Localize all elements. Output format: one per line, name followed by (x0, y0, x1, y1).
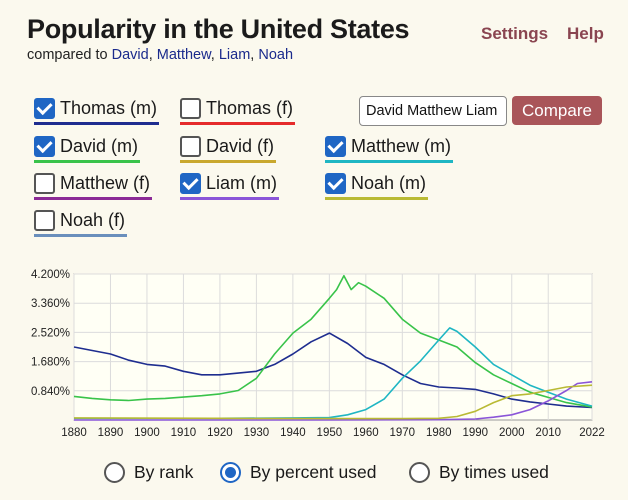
x-tick-label: 2000 (499, 427, 525, 439)
checkbox-box[interactable] (325, 136, 346, 157)
checkbox-box[interactable] (180, 173, 201, 194)
checkbox-noah-f[interactable]: Noah (f) (34, 207, 128, 237)
series-line-thomas-m (73, 332, 593, 409)
checkbox-box[interactable] (34, 173, 55, 194)
radio-button[interactable] (409, 462, 430, 483)
checkbox-liam-m[interactable]: Liam (m) (180, 170, 279, 200)
checkbox-label: David (f) (206, 136, 275, 156)
checkbox-label: Matthew (f) (60, 173, 151, 193)
y-tick-label: 4.200% (31, 269, 70, 281)
page-title: Popularity in the United States (27, 14, 410, 44)
checkbox-label: Noah (f) (60, 210, 126, 230)
view-option-rank[interactable]: By rank (104, 462, 193, 483)
x-tick-label: 1920 (207, 427, 233, 439)
radio-button[interactable] (220, 462, 241, 483)
x-tick-label: 1910 (171, 427, 197, 439)
radio-label: By times used (439, 462, 549, 482)
series-line-noah-m (73, 384, 593, 420)
radio-button[interactable] (104, 462, 125, 483)
x-tick-label: 1930 (244, 427, 270, 439)
x-tick-label: 1980 (426, 427, 452, 439)
view-option-times[interactable]: By times used (409, 462, 549, 483)
x-tick-label: 2022 (579, 427, 605, 439)
x-tick-label: 1950 (317, 427, 343, 439)
settings-link[interactable]: Settings (481, 24, 549, 43)
checkbox-box[interactable] (34, 136, 55, 157)
checkbox-label: Liam (m) (206, 173, 277, 193)
view-option-percent[interactable]: By percent used (220, 462, 376, 483)
names-input[interactable] (359, 96, 507, 126)
checkbox-matthew-f[interactable]: Matthew (f) (34, 170, 153, 200)
checkbox-label: Noah (m) (351, 173, 427, 193)
y-tick-label: 0.840% (31, 386, 70, 398)
compare-button[interactable]: Compare (512, 96, 602, 125)
checkbox-box[interactable] (34, 98, 55, 119)
series-line-david-m (73, 274, 593, 408)
checkbox-label: David (m) (60, 136, 139, 156)
y-tick-label: 1.680% (31, 357, 70, 369)
checkbox-box[interactable] (180, 98, 201, 119)
y-tick-label: 3.360% (31, 298, 70, 310)
plot-background (73, 273, 593, 421)
checkbox-label: Matthew (m) (351, 136, 452, 156)
series-line-liam-m (74, 381, 593, 421)
checkbox-matthew-m[interactable]: Matthew (m) (325, 133, 454, 163)
compared-prefix: compared to (27, 47, 108, 63)
checkbox-noah-m[interactable]: Noah (m) (325, 170, 429, 200)
series-lines (73, 274, 593, 421)
radio-label: By percent used (250, 462, 377, 482)
x-tick-label: 1940 (280, 427, 306, 439)
checkbox-box[interactable] (325, 173, 346, 194)
x-tick-label: 1960 (353, 427, 379, 439)
x-tick-label: 2010 (535, 427, 561, 439)
checkbox-thomas-f[interactable]: Thomas (f) (180, 95, 296, 125)
popularity-chart: 4.200%3.360%2.520%1.680%0.840% 1880 1890 1… (31, 269, 605, 439)
x-tick-label: 1900 (134, 427, 160, 439)
checkbox-thomas-m[interactable]: Thomas (m) (34, 95, 160, 125)
subtitle: compared to David, Matthew, Liam, Noah (27, 47, 294, 63)
compared-name-link[interactable]: Matthew (156, 47, 211, 63)
checkbox-label: Thomas (m) (60, 98, 158, 118)
x-tick-label: 1880 (61, 427, 87, 439)
help-link[interactable]: Help (567, 24, 604, 43)
checkbox-david-f[interactable]: David (f) (180, 133, 277, 163)
grid (73, 273, 593, 420)
compared-name-link[interactable]: Liam (218, 47, 251, 63)
y-tick-label: 2.520% (31, 327, 70, 339)
checkbox-box[interactable] (34, 210, 55, 231)
x-axis: 1880 1890 1900 1910 1920 1930 1940 1950 1960 1970… (61, 427, 605, 439)
checkbox-david-m[interactable]: David (m) (34, 133, 141, 163)
y-axis: 4.200% 3.360% 2.520% 1.680% 0.840% (31, 269, 70, 398)
x-tick-label: 1970 (390, 427, 416, 439)
radio-label: By rank (134, 462, 194, 482)
checkbox-label: Thomas (f) (206, 98, 294, 118)
checkbox-box[interactable] (180, 136, 201, 157)
compared-name-link[interactable]: Noah (258, 47, 294, 63)
x-tick-label: 1990 (462, 427, 488, 439)
x-tick-label: 1890 (98, 427, 124, 439)
compared-name-link[interactable]: David (111, 47, 149, 63)
